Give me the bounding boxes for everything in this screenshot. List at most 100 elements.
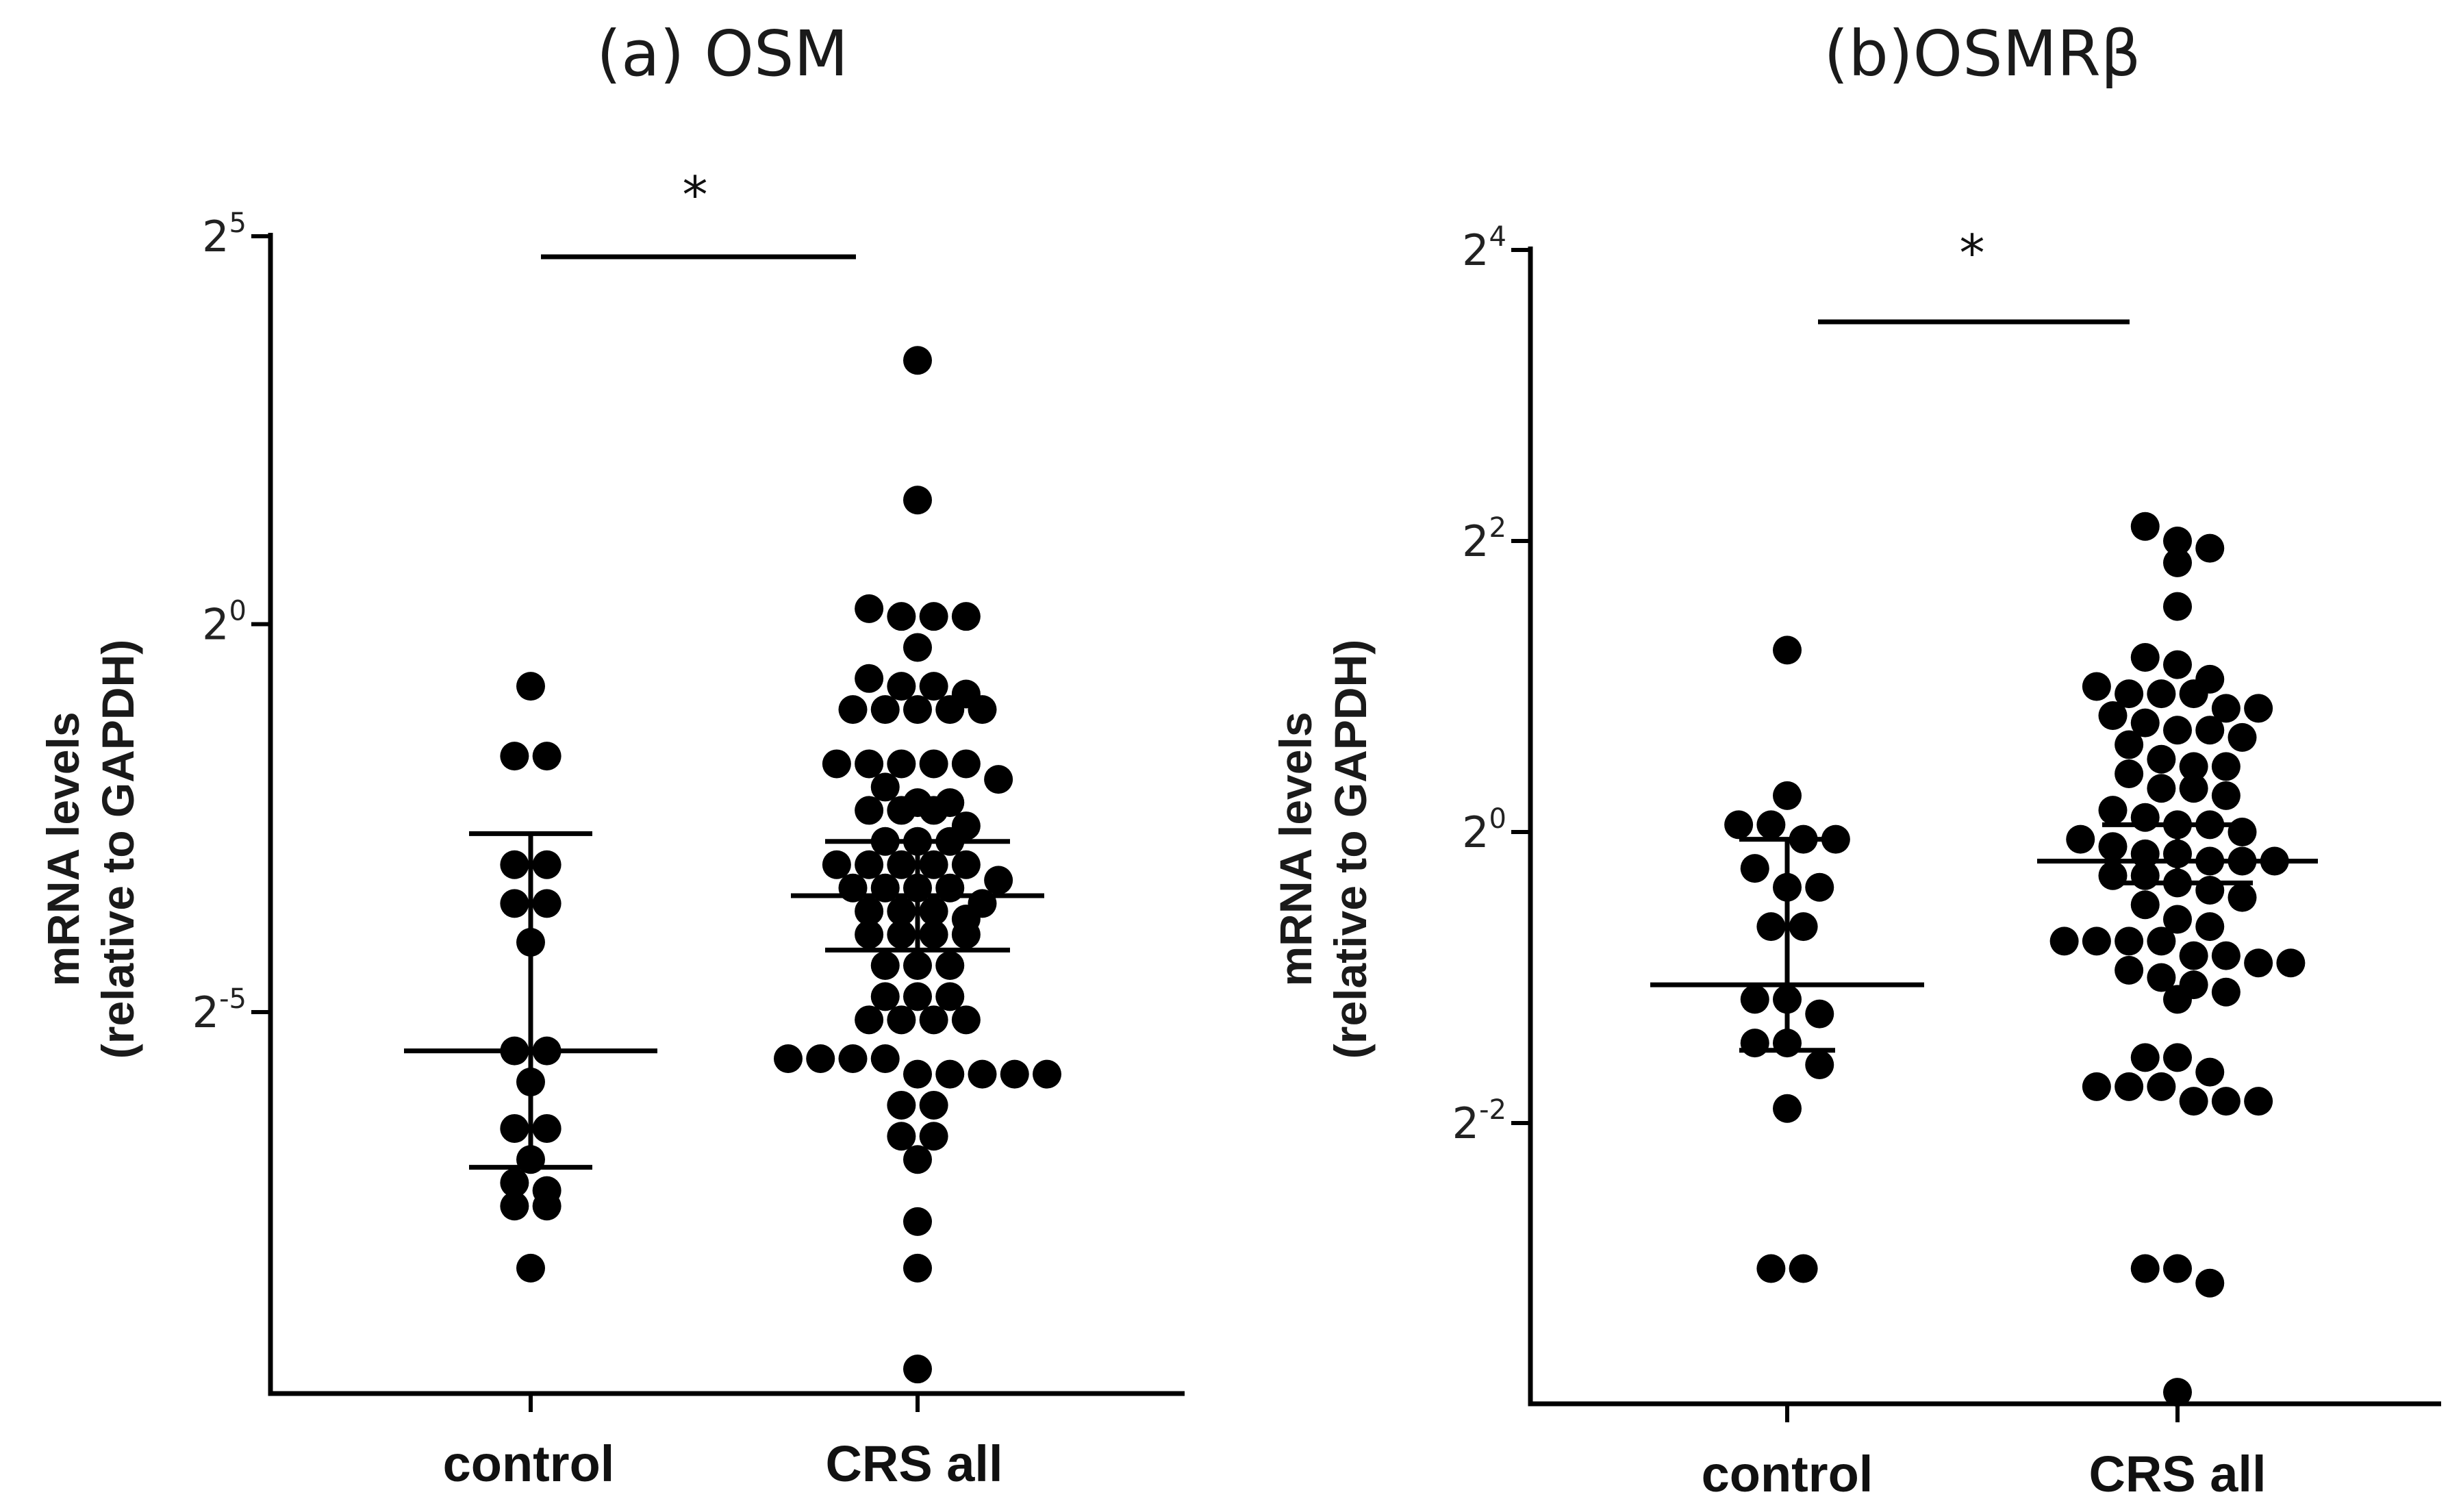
panel-b-point-1 xyxy=(2130,512,2160,541)
panel-a-point-0 xyxy=(532,1113,561,1143)
panel-a-point-0 xyxy=(516,1067,545,1096)
panel-a-ylabel-line2: (relative to GAPDH) xyxy=(92,640,143,1059)
panel-osm: (a) OSM mRNA levels (relative to GAPDH) … xyxy=(38,17,1185,1492)
panel-a-point-1 xyxy=(919,896,948,926)
panel-a-point-0 xyxy=(500,850,529,879)
panel-a-point-1 xyxy=(919,749,948,779)
panel-a-point-1 xyxy=(870,1044,900,1073)
panel-a-point-1 xyxy=(855,1005,884,1035)
panel-a-point-1 xyxy=(903,873,932,903)
panel-b-point-1 xyxy=(2211,694,2241,723)
panel-a-point-0 xyxy=(500,742,529,771)
panel-a-point-1 xyxy=(919,1090,948,1120)
panel-a-point-1 xyxy=(887,1122,916,1151)
panel-b-point-1 xyxy=(2211,1087,2241,1116)
panel-b-point-1 xyxy=(2163,548,2192,577)
panel-a-point-1 xyxy=(919,1122,948,1151)
panel-b-point-0 xyxy=(1773,1094,1802,1123)
panel-a-point-0 xyxy=(500,1036,529,1066)
panel-a-point-1 xyxy=(855,796,884,825)
panel-b-point-1 xyxy=(2130,803,2160,832)
panel-b-xlabel-control: control xyxy=(1702,1446,1873,1502)
panel-a-point-1 xyxy=(822,850,851,879)
panel-b-point-0 xyxy=(1756,1254,1786,1283)
panel-b-point-1 xyxy=(2115,730,2144,759)
panel-a-point-1 xyxy=(984,866,1013,895)
panel-a-axes xyxy=(268,233,1185,1396)
panel-b-point-1 xyxy=(2098,701,2128,730)
panel-a-point-1 xyxy=(919,672,948,701)
panel-a-point-1 xyxy=(806,1044,835,1073)
panel-b-point-1 xyxy=(2163,985,2192,1014)
panel-a-point-1 xyxy=(968,1059,997,1089)
panel-a-point-1 xyxy=(951,920,981,949)
panel-b-point-0 xyxy=(1740,854,1769,883)
panel-a-point-1 xyxy=(870,873,900,903)
panel-b-point-1 xyxy=(2147,774,2176,803)
panel-b-point-0 xyxy=(1756,810,1786,840)
panel-a-significance: * xyxy=(541,166,856,260)
panel-b-point-0 xyxy=(1740,985,1769,1014)
panel-b-point-1 xyxy=(2195,876,2225,905)
panel-a-ytick-label-0: 25 xyxy=(202,207,247,262)
panel-b-point-1 xyxy=(2115,679,2144,709)
panel-b-point-0 xyxy=(1789,824,1818,854)
panel-b-point-1 xyxy=(2163,1043,2192,1072)
panel-a-point-1 xyxy=(887,1005,916,1035)
panel-a-point-1 xyxy=(951,602,981,631)
panel-b-point-0 xyxy=(1756,912,1786,942)
panel-b-point-1 xyxy=(2227,883,2257,912)
panel-b-point-1 xyxy=(2163,527,2192,555)
panel-a-point-1 xyxy=(935,873,965,903)
panel-b-ytick-label-3: 2-2 xyxy=(1452,1094,1506,1148)
panel-b-point-1 xyxy=(2082,927,2111,956)
panel-b-point-1 xyxy=(2115,927,2144,956)
panel-a-point-0 xyxy=(532,1036,561,1066)
panel-b-point-1 xyxy=(2066,824,2095,854)
panel-a-point-1 xyxy=(903,1253,932,1283)
panel-b-point-1 xyxy=(2244,1087,2273,1116)
panel-a-points xyxy=(500,346,1061,1384)
panel-a-point-1 xyxy=(935,695,965,724)
panel-b-point-1 xyxy=(2147,963,2176,992)
panel-a-point-1 xyxy=(887,602,916,631)
panel-b-point-1 xyxy=(2195,716,2225,745)
panel-a-point-0 xyxy=(516,928,545,957)
panel-b-point-1 xyxy=(2115,955,2144,985)
panel-b-point-1 xyxy=(2163,905,2192,934)
panel-a-xlabel-crs: CRS all xyxy=(825,1435,1002,1492)
panel-b-point-1 xyxy=(2130,643,2160,672)
panel-b-point-0 xyxy=(1773,1029,1802,1058)
panel-b-point-1 xyxy=(2147,679,2176,709)
panel-b-point-1 xyxy=(2179,774,2208,803)
panel-b-point-1 xyxy=(2163,650,2192,679)
panel-b-point-1 xyxy=(2115,759,2144,788)
panel-a-point-1 xyxy=(935,951,965,981)
panel-b-point-1 xyxy=(2130,861,2160,890)
panel-a-point-0 xyxy=(516,672,545,701)
panel-b-significance: * xyxy=(1818,224,2130,325)
panel-b-point-1 xyxy=(2098,861,2128,890)
panel-b-ytick-label-2: 20 xyxy=(1462,803,1506,857)
panel-b-ytick-label-1: 22 xyxy=(1462,512,1506,566)
panel-a-point-1 xyxy=(870,982,900,1011)
panel-b-point-1 xyxy=(2211,941,2241,970)
panel-b-point-1 xyxy=(2049,927,2079,956)
panel-a-point-1 xyxy=(774,1044,803,1073)
panel-a-point-1 xyxy=(903,1145,932,1174)
panel-b-point-1 xyxy=(2147,1072,2176,1101)
panel-b-point-1 xyxy=(2276,948,2306,978)
panel-a-ytick-label-2: 2-5 xyxy=(192,983,247,1037)
panel-a-point-1 xyxy=(855,920,884,949)
panel-b-point-1 xyxy=(2163,592,2192,621)
panel-b-point-0 xyxy=(1821,824,1850,854)
panel-a-point-1 xyxy=(870,827,900,856)
panel-a-point-0 xyxy=(532,889,561,918)
panel-b-xlabel-crs: CRS all xyxy=(2088,1446,2266,1502)
panel-b-point-1 xyxy=(2179,679,2208,709)
panel-b-point-1 xyxy=(2195,810,2225,840)
panel-a-point-1 xyxy=(887,1090,916,1120)
panel-a-point-1 xyxy=(855,850,884,879)
panel-b-point-0 xyxy=(1740,1029,1769,1058)
panel-b-point-1 xyxy=(2163,716,2192,745)
